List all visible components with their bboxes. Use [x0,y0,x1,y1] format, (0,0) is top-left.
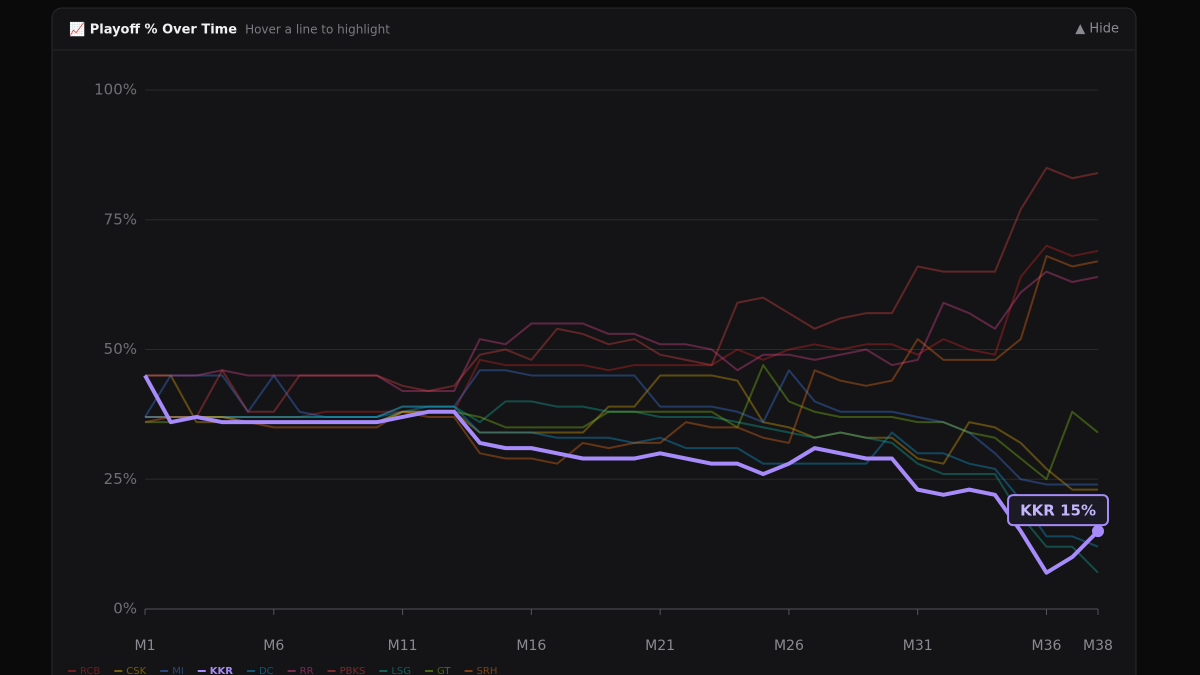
x-tick-label: M16 [516,638,546,654]
series-line[interactable] [145,405,1099,548]
series-line[interactable] [144,369,1098,486]
series-line[interactable] [145,166,1099,418]
legend-label[interactable]: DC [259,666,274,675]
series-line[interactable] [145,400,1099,574]
chart-subtitle: Hover a line to highlight [245,23,390,37]
series-line[interactable] [145,244,1099,418]
series-line[interactable] [145,270,1099,393]
y-tick-label: 75% [104,210,137,228]
y-tick-label: 0% [113,600,137,618]
y-tick-label: 25% [104,470,137,488]
legend-label[interactable]: LSG [391,666,411,675]
x-tick-label: M6 [263,638,284,654]
legend-label[interactable]: KKR [210,666,233,675]
end-point [1092,525,1104,538]
x-tick-label: M1 [135,638,156,654]
legend-label[interactable]: SRH [477,666,498,675]
annotation: KKR 15% [1020,502,1096,520]
series-line[interactable] [144,255,1099,465]
legend-label[interactable]: GT [437,666,451,675]
series-line[interactable] [143,374,1100,575]
legend-label[interactable]: MI [172,666,184,675]
legend-label[interactable]: RCB [80,666,100,675]
x-tick-label: M11 [388,638,418,654]
x-tick-label: M38 [1083,638,1113,654]
x-tick-label: M21 [645,638,675,654]
x-tick-label: M31 [903,638,933,654]
legend-label[interactable]: PBKS [340,666,366,675]
hide-button[interactable]: ▲ Hide [1075,22,1119,37]
annotation-box [1007,494,1109,527]
x-tick-label: M26 [774,638,804,654]
panel [51,7,1137,675]
y-tick-label: 50% [104,340,137,358]
chart-title: 📈 Playoff % Over Time [69,22,237,38]
y-tick-label: 100% [94,81,137,99]
legend-label[interactable]: RR [300,666,314,675]
legend-label[interactable]: CSK [126,666,146,675]
x-tick-label: M36 [1032,638,1062,654]
